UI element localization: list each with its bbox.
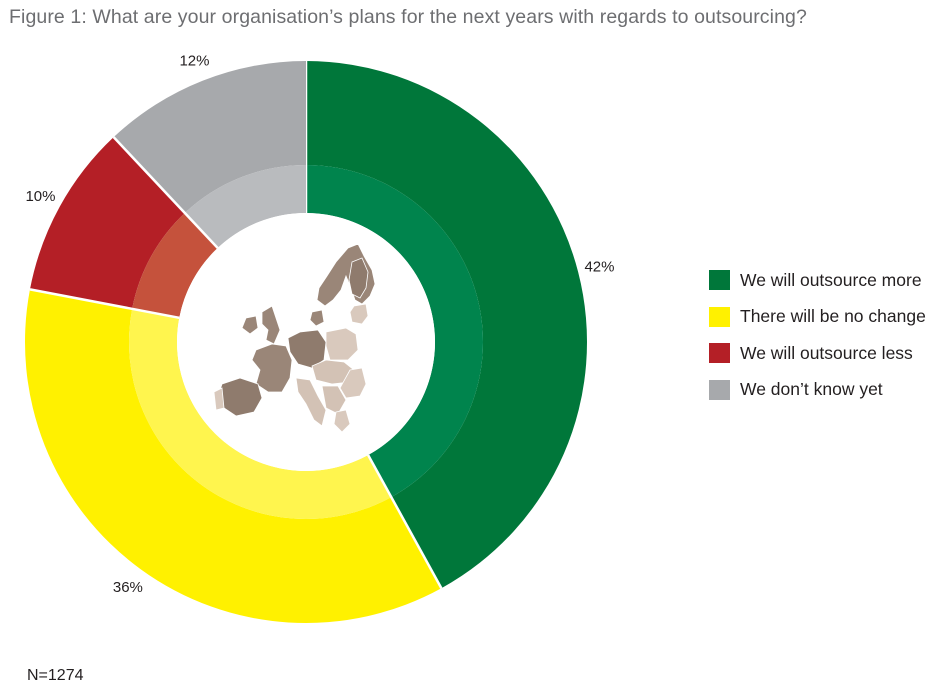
chart-legend: We will outsource more There will be no … [709, 270, 926, 416]
slice-label-no-change: 36% [113, 579, 143, 596]
slice-label-dont-know: 12% [179, 52, 209, 69]
slice-inner-outsource-more [306, 165, 484, 498]
slice-label-outsource-more: 42% [584, 259, 614, 276]
legend-label: We will outsource more [740, 269, 922, 290]
legend-item-outsource-less: We will outsource less [709, 343, 926, 363]
chart-title: Figure 1: What are your organisation’s p… [9, 6, 807, 28]
slice-outer-dont-know [113, 60, 306, 213]
sample-size-note: N=1274 [27, 667, 84, 684]
slice-separator [367, 454, 443, 589]
slice-outer-outsource-more [306, 61, 588, 589]
legend-swatch [709, 343, 730, 363]
slice-outer-no-change [24, 289, 442, 623]
legend-label: We will outsource less [740, 342, 913, 363]
legend-swatch [709, 306, 730, 327]
legend-label: We don’t know yet [740, 379, 883, 399]
slice-separator [112, 136, 219, 249]
legend-swatch [709, 379, 730, 400]
legend-label: There will be no change [740, 306, 926, 326]
slice-inner-no-change [128, 308, 392, 519]
slice-inner-outsource-less [132, 212, 218, 318]
europe-map-icon [213, 243, 376, 433]
legend-item-outsource-more: We will outsource more [709, 270, 926, 290]
slice-inner-dont-know [184, 165, 306, 248]
legend-swatch [709, 270, 730, 290]
legend-item-dont-know: We don’t know yet [709, 379, 926, 400]
slice-label-outsource-less: 10% [25, 188, 55, 205]
legend-item-no-change: There will be no change [709, 306, 926, 327]
slice-separator [29, 288, 180, 320]
slice-outer-outsource-less [29, 137, 185, 309]
slice-labels-group: 42% 36% 10% 12% [25, 52, 614, 596]
